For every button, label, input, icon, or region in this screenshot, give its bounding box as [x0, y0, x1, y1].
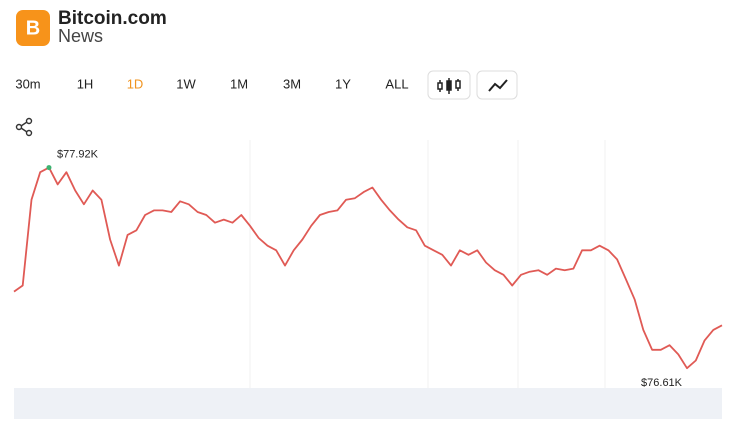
volume-area	[14, 388, 722, 419]
timeframe-button[interactable]: ALL	[385, 76, 408, 91]
price-line	[13, 166, 723, 370]
brand: Bitcoin.com	[58, 8, 167, 29]
section: News	[58, 26, 103, 46]
plot: $77.92K $76.61K	[13, 148, 723, 389]
grid	[249, 140, 606, 410]
timeframe-button[interactable]: 1D	[127, 76, 144, 91]
timeframe-button[interactable]: 30m	[15, 76, 40, 91]
candle-toggle[interactable]	[427, 70, 471, 100]
high-label: $77.92K	[57, 148, 99, 160]
timeframe-button[interactable]: 1W	[176, 76, 196, 91]
timeframe-button[interactable]: 1H	[77, 76, 94, 91]
line-toggle[interactable]	[476, 70, 518, 100]
logo-mark: B	[26, 17, 40, 39]
line-icon	[488, 79, 508, 92]
timeframe-button[interactable]: 1M	[230, 76, 248, 91]
timeframe-bar: 30m 1H 1D 1W 1M 3M 1Y ALL	[15, 76, 408, 91]
timeframe-button[interactable]: 1Y	[335, 76, 351, 91]
candle-icon	[437, 78, 461, 94]
logo-badge	[16, 10, 50, 46]
low-label: $76.61K	[641, 377, 683, 389]
timeframe-button[interactable]: 3M	[283, 76, 301, 91]
share-button[interactable]	[15, 117, 33, 137]
high-marker	[46, 165, 52, 171]
